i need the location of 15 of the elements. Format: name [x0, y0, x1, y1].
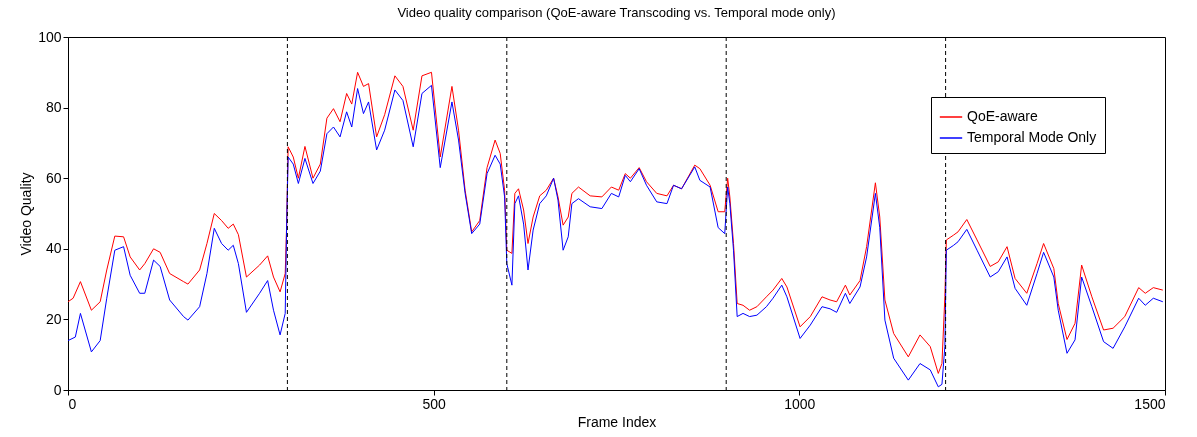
y-tick-label: 60	[45, 169, 62, 186]
y-tick-label: 20	[45, 310, 62, 327]
x-tick-label: 1000	[784, 395, 816, 412]
x-tick-label: 0	[68, 395, 77, 412]
x-axis-title: Frame Index	[577, 413, 657, 430]
chart-title: Video quality comparison (QoE-aware Transcoding vs. Temporal mode only)	[397, 5, 836, 20]
legend-label: Temporal Mode Only	[967, 129, 1097, 145]
y-tick-label: 80	[45, 99, 62, 116]
y-tick-label: 100	[38, 28, 62, 45]
y-tick-label: 0	[53, 381, 62, 398]
y-axis-title: Video Quality	[18, 172, 35, 256]
x-tick-label: 1500	[1134, 395, 1166, 412]
x-tick-label: 500	[422, 395, 447, 412]
y-tick-label: 40	[45, 240, 62, 257]
legend-label: QoE-aware	[967, 108, 1039, 124]
